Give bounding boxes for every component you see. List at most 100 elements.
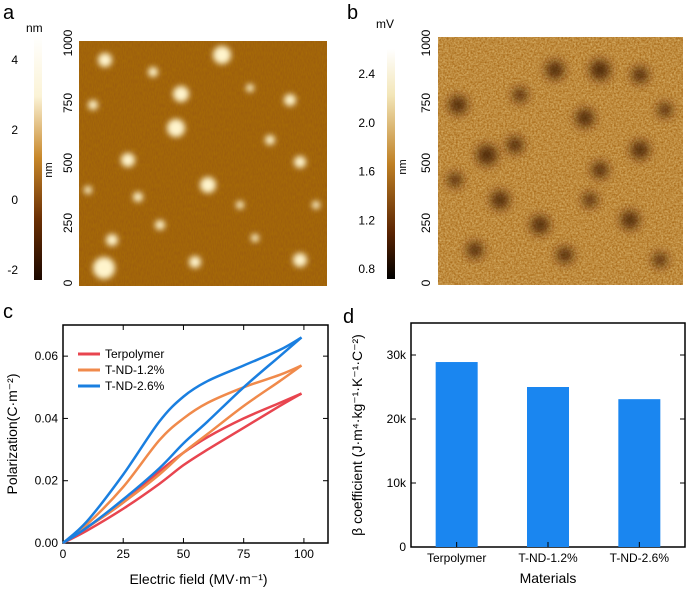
panel-b-axis-tick-label: 250 (419, 213, 433, 233)
y-tick-label: 0.04 (35, 411, 59, 425)
y-tick-label: 0.06 (35, 349, 59, 363)
y-tick-label: 0 (399, 540, 406, 554)
y-axis-label: Polarization(C·m⁻²) (4, 374, 20, 495)
panel-a-axis-tick-label: 1000 (61, 29, 75, 56)
panel-b-letter: b (347, 2, 358, 24)
domain-blob (590, 60, 610, 80)
panel-b-axis-tick-label: 0 (419, 279, 433, 286)
y-tick-label: 0.00 (35, 536, 59, 550)
series-line-discharge (62, 364, 302, 544)
y-tick-label: 20k (387, 412, 407, 426)
y-tick-label: 30k (387, 348, 407, 362)
grain-spot (88, 100, 98, 110)
panel-d-letter: d (343, 306, 354, 328)
grain-spot (265, 135, 275, 145)
legend-label: Terpolymer (105, 347, 164, 361)
panel-a-axis-ticks: 1000 750 500 250 0 (61, 29, 75, 286)
panel-b-colorbar-tick-label: 2.4 (358, 67, 375, 81)
panel-b-colorbar-tick-label: 2.0 (358, 116, 375, 130)
grain-spot (284, 94, 296, 106)
grain-spot (189, 256, 201, 268)
domain-blob (477, 145, 497, 165)
panel-a-axis-tick-label: 500 (61, 153, 75, 173)
grain-spot (173, 86, 189, 102)
panel-a-letter: a (3, 2, 15, 24)
domain-blob (448, 173, 462, 187)
x-axis-label: Materials (520, 570, 577, 586)
panel-a-axis-label: nm (43, 162, 55, 177)
panel-b-axis-ticks: 1000 750 500 250 0 (419, 29, 433, 286)
panel-b-axis-tick-label: 1000 (419, 29, 433, 56)
panel-a-afm-image (79, 41, 327, 286)
panel-b-colorbar-unit: mV (376, 17, 394, 31)
x-tick-label: 100 (294, 547, 314, 561)
series-line-discharge (62, 336, 303, 544)
panel-a-colorbar-tick-label: -2 (7, 263, 18, 277)
grain-spot (148, 67, 158, 77)
panel-a-colorbar-tick-label: 2 (11, 123, 18, 137)
panel-b-axis-tick-label: 500 (419, 153, 433, 173)
panel-a-colorbar (34, 35, 42, 280)
beta-coefficient-chart: 0 10k 20k 30k Terpolymer T-ND-1.2% T-ND-2.6% Ma… (349, 322, 686, 586)
domain-blob (576, 109, 594, 127)
x-tick-label: 25 (117, 547, 131, 561)
bar (527, 387, 569, 547)
bar (618, 399, 661, 547)
y-tick-label: 10k (387, 476, 407, 490)
domain-blob (632, 67, 648, 83)
x-tick-label: Terpolymer (427, 551, 486, 565)
series-line-charge (62, 336, 303, 545)
domain-blob (653, 253, 667, 267)
domain-blob (557, 247, 573, 263)
grain-spot (213, 46, 231, 64)
grain-spot (251, 234, 259, 242)
x-tick-label: T-ND-2.6% (610, 551, 670, 565)
grain-spot (167, 119, 185, 137)
x-axis-label: Electric field (MV·m⁻¹) (129, 571, 267, 587)
panel-b-colorbar-tick-label: 0.8 (358, 262, 375, 276)
domain-blob (531, 216, 549, 234)
panel-b-colorbar (387, 49, 395, 279)
panel-c-letter: c (3, 301, 13, 323)
domain-blob (592, 162, 608, 178)
grain-spot (312, 201, 320, 209)
panel-a-axis-tick-label: 0 (61, 279, 75, 286)
domain-blob (621, 211, 639, 229)
domain-blob (631, 141, 649, 159)
grain-spot (294, 156, 306, 168)
panel-a-colorbar-ticks: 4 2 0 -2 (7, 53, 18, 277)
series-line-charge (62, 364, 303, 545)
panel-a-axis-tick-label: 750 (61, 93, 75, 113)
panel-a-axis-tick-label: 250 (61, 213, 75, 233)
y-tick-label: 0.02 (35, 474, 59, 488)
grain-spot (200, 177, 216, 193)
grain-spot (155, 220, 165, 230)
domain-blob (513, 88, 527, 102)
x-tick-label: 75 (237, 547, 251, 561)
panel-b-colorbar-tick-label: 1.6 (358, 165, 375, 179)
domain-blob (546, 61, 564, 79)
legend-label: T-ND-1.2% (105, 363, 165, 377)
panel-b-axis-label: nm (397, 159, 409, 174)
domain-blob (507, 137, 523, 153)
grain-spot (293, 253, 307, 267)
grain-spot (133, 192, 143, 202)
grain-spot (106, 234, 118, 246)
panel-a-colorbar-tick-label: 4 (11, 53, 18, 67)
x-tick-label: 50 (177, 547, 191, 561)
grain-spot (93, 257, 115, 279)
bar (435, 362, 478, 547)
x-tick-label: T-ND-1.2% (518, 551, 578, 565)
domain-blob (449, 96, 467, 114)
series-line-charge (62, 392, 303, 545)
panel-b-colorbar-tick-label: 1.2 (358, 213, 375, 227)
x-tick-label: 0 (60, 547, 67, 561)
plot-frame (62, 324, 329, 544)
domain-blob (491, 191, 509, 209)
panel-b-kpfm-image (438, 37, 683, 285)
hysteresis-chart: 0 25 50 75 100 0.00 0.02 0.04 0.06 Electric field… (4, 324, 329, 587)
grain-spot (98, 53, 112, 67)
grain-spot (121, 153, 135, 167)
grain-spot (236, 201, 244, 209)
grain-spot (246, 84, 254, 92)
